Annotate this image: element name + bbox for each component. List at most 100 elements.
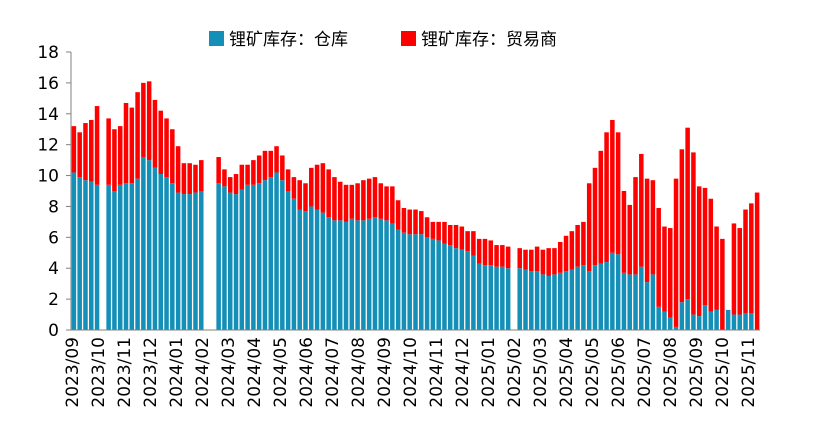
- bar-trader: [656, 207, 661, 307]
- bar-warehouse: [644, 282, 650, 330]
- bar-warehouse: [372, 217, 378, 330]
- bar-warehouse: [691, 314, 696, 330]
- bar-warehouse: [291, 198, 297, 330]
- bar-warehouse: [355, 220, 360, 330]
- legend-label-warehouse: 锂矿库存：仓库: [229, 30, 348, 50]
- bar-warehouse: [112, 191, 117, 330]
- bar-trader: [552, 248, 557, 275]
- bar-warehouse: [71, 172, 77, 330]
- bar-warehouse: [285, 191, 291, 330]
- legend-swatch-warehouse: [209, 31, 224, 46]
- bar-trader: [546, 248, 551, 276]
- bar-warehouse: [193, 192, 198, 330]
- x-tick-label: 2023/09: [63, 337, 83, 408]
- bar-warehouse: [604, 262, 609, 330]
- bar-trader: [644, 178, 650, 283]
- bar-warehouse: [586, 271, 592, 330]
- bar-trader: [83, 123, 88, 181]
- bar-warehouse: [708, 311, 714, 330]
- x-tick-label: 2025/01: [479, 337, 499, 408]
- y-tick-label: 12: [37, 136, 59, 156]
- bar-warehouse: [401, 232, 407, 330]
- x-tick-label: 2025/05: [583, 337, 603, 408]
- bar-trader: [708, 198, 714, 312]
- x-tick-label: 2024/11: [427, 337, 447, 408]
- bar-trader: [355, 183, 360, 221]
- x-tick-label: 2025/03: [531, 337, 551, 408]
- bar-trader: [378, 183, 384, 219]
- bar-warehouse: [343, 221, 349, 330]
- bar-warehouse: [667, 317, 673, 330]
- bar-trader: [476, 238, 482, 264]
- bar-trader: [303, 183, 308, 212]
- x-tick-label: 2025/10: [713, 337, 733, 408]
- bar-trader: [384, 186, 389, 221]
- x-tick-label: 2024/03: [219, 337, 239, 408]
- bar-warehouse: [534, 271, 540, 330]
- bar-trader: [436, 221, 441, 241]
- bar-warehouse: [199, 191, 204, 330]
- bar-trader: [621, 191, 627, 273]
- bar-warehouse: [227, 192, 233, 330]
- bar-warehouse: [94, 184, 100, 330]
- legend-label-trader: 锂矿库存：贸易商: [421, 30, 557, 50]
- bar-trader: [106, 118, 111, 185]
- bar-trader: [720, 238, 725, 330]
- bar-trader: [332, 177, 337, 221]
- bar-warehouse: [679, 302, 685, 330]
- bar-warehouse: [146, 160, 152, 330]
- x-tick-label: 2025/08: [661, 337, 681, 408]
- bar-warehouse: [430, 238, 436, 330]
- y-tick-label: 16: [37, 74, 59, 94]
- y-tick-label: 0: [48, 321, 59, 341]
- x-tick-label: 2024/01: [167, 337, 187, 408]
- bar-warehouse: [280, 180, 285, 330]
- bar-trader: [117, 126, 123, 185]
- bar-trader: [222, 169, 227, 187]
- bar-trader: [170, 129, 175, 184]
- bar-trader: [94, 106, 100, 185]
- bar-warehouse: [488, 265, 494, 330]
- bar-trader: [280, 155, 285, 181]
- bar-warehouse: [633, 274, 638, 330]
- bar-warehouse: [447, 245, 453, 330]
- bar-trader: [453, 224, 459, 249]
- bar-trader: [679, 149, 685, 303]
- bar-trader: [581, 221, 586, 266]
- bar-trader: [696, 186, 702, 317]
- bar-warehouse: [557, 272, 563, 330]
- bar-warehouse: [650, 274, 656, 330]
- bar-trader: [534, 246, 540, 272]
- bar-trader: [309, 167, 314, 207]
- bar-warehouse: [569, 269, 575, 330]
- bar-warehouse: [442, 243, 447, 330]
- bar-warehouse: [337, 220, 343, 330]
- bar-warehouse: [332, 220, 337, 330]
- bar-warehouse: [598, 263, 604, 330]
- bar-warehouse: [471, 255, 476, 330]
- bar-warehouse: [702, 305, 708, 330]
- y-tick-label: 14: [37, 105, 59, 125]
- y-tick-label: 6: [48, 228, 59, 248]
- bar-warehouse: [245, 184, 250, 330]
- bar-warehouse: [361, 220, 366, 330]
- bar-trader: [413, 209, 418, 235]
- bar-trader: [731, 223, 737, 315]
- bar-warehouse: [181, 194, 187, 330]
- bar-warehouse: [476, 263, 482, 330]
- bar-trader: [112, 129, 117, 191]
- bar-trader: [199, 160, 204, 191]
- x-tick-label: 2024/07: [323, 337, 343, 408]
- bar-warehouse: [175, 192, 181, 330]
- bar-warehouse: [320, 212, 326, 330]
- bar-trader: [337, 181, 343, 221]
- bar-warehouse: [413, 234, 418, 330]
- bar-warehouse: [309, 206, 314, 330]
- bar-trader: [233, 174, 239, 195]
- x-tick-label: 2024/10: [401, 337, 421, 408]
- bar-warehouse: [546, 275, 551, 330]
- bar-warehouse: [256, 183, 262, 330]
- bar-warehouse: [517, 268, 522, 330]
- bar-warehouse: [233, 194, 239, 330]
